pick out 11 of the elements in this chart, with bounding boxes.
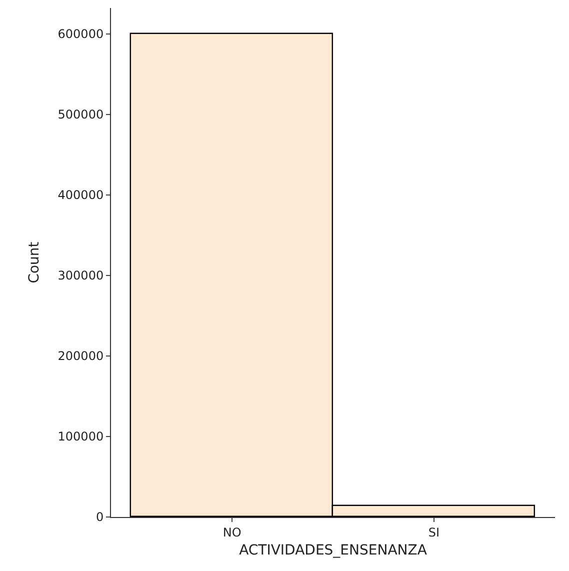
x-tick-label: SI <box>428 525 440 540</box>
y-tick-label: 300000 <box>58 268 104 283</box>
y-tick-label: 0 <box>96 510 104 524</box>
y-tick-label: 500000 <box>58 108 104 122</box>
y-tick-label: 200000 <box>58 349 104 364</box>
y-axis-title: Count <box>26 241 42 284</box>
y-tick-label: 100000 <box>58 430 104 444</box>
y-tick-label: 600000 <box>58 26 104 41</box>
y-tick-label: 400000 <box>58 188 104 202</box>
x-tick-label: NO <box>222 525 242 540</box>
x-axis-title: ACTIVIDADES_ENSENANZA <box>239 542 428 559</box>
